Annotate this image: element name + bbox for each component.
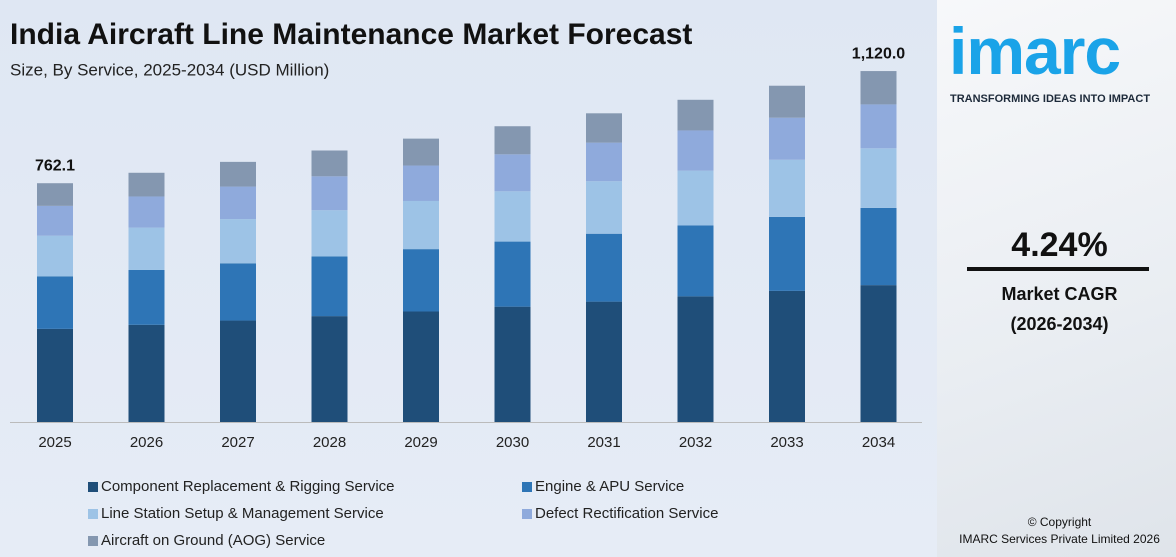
- x-tick-label: 2030: [496, 434, 529, 451]
- legend-label: Line Station Setup & Management Service: [101, 505, 384, 522]
- bar-segment: [403, 138, 439, 166]
- bar-segment: [860, 207, 897, 286]
- bar-segment: [403, 311, 439, 422]
- legend-label: Engine & APU Service: [535, 478, 684, 495]
- bar-segment: [860, 148, 897, 208]
- legend-swatch: [522, 482, 532, 492]
- bar-segment: [677, 296, 714, 422]
- legend-swatch: [522, 509, 532, 519]
- legend-label: Defect Rectification Service: [535, 505, 718, 522]
- bar-segment: [311, 210, 348, 257]
- cagr-value: 4.24%: [1011, 226, 1108, 264]
- bar-segment: [220, 320, 256, 422]
- bar-segment: [128, 172, 165, 197]
- total-label: 1,120.0: [852, 45, 905, 62]
- bar-segment: [220, 161, 256, 187]
- bar-segment: [494, 306, 531, 422]
- bar-segment: [677, 99, 714, 131]
- x-tick-label: 2029: [404, 434, 437, 451]
- bar-segment: [220, 263, 256, 321]
- bar-segment: [769, 85, 805, 118]
- total-label: 762.1: [35, 157, 75, 174]
- bar-segment: [586, 181, 622, 234]
- chart: India Aircraft Line Maintenance Market F…: [10, 18, 922, 549]
- bar-segment: [311, 150, 348, 177]
- x-tick-label: 2032: [679, 434, 712, 451]
- bar-segment: [37, 328, 73, 422]
- bar-segment: [860, 285, 897, 422]
- bar-segment: [494, 241, 531, 307]
- bar-segment: [586, 233, 622, 302]
- legend-label: Aircraft on Ground (AOG) Service: [101, 532, 325, 549]
- legend-swatch: [88, 482, 98, 492]
- bar-segment: [37, 235, 73, 277]
- bar-segment: [860, 104, 897, 149]
- cagr-label: Market CAGR: [1001, 284, 1118, 304]
- bar-segment: [311, 316, 348, 422]
- bar-segment: [769, 117, 805, 160]
- bar-segment: [220, 186, 256, 220]
- tagline: TRANSFORMING IDEAS INTO IMPACT: [950, 93, 1151, 105]
- bar-segment: [403, 249, 439, 312]
- bar-segment: [586, 301, 622, 422]
- x-tick-label: 2027: [221, 434, 254, 451]
- x-tick-label: 2025: [38, 434, 71, 451]
- bar-segment: [769, 216, 805, 291]
- bar-segment: [403, 200, 439, 250]
- logo: imarc: [949, 14, 1121, 88]
- bar-segment: [403, 165, 439, 201]
- bar-segment: [128, 324, 165, 422]
- bar-segment: [220, 219, 256, 264]
- bar-segment: [494, 191, 531, 242]
- bar-segment: [128, 269, 165, 325]
- cagr-period: (2026-2034): [1010, 314, 1109, 334]
- legend-label: Component Replacement & Rigging Service: [101, 478, 395, 495]
- x-tick-label: 2031: [587, 434, 620, 451]
- sidebar: imarc TRANSFORMING IDEAS INTO IMPACT 4.2…: [937, 0, 1176, 557]
- bar-segment: [677, 225, 714, 297]
- bar-segment: [677, 130, 714, 171]
- bar-segment: [311, 256, 348, 317]
- bar-segment: [494, 126, 531, 155]
- bar-segment: [37, 205, 73, 236]
- bar-segment: [37, 276, 73, 329]
- bar-segment: [677, 170, 714, 226]
- bar-segment: [128, 227, 165, 270]
- bar-segment: [860, 71, 897, 105]
- x-tick-label: 2026: [130, 434, 163, 451]
- chart-title: India Aircraft Line Maintenance Market F…: [10, 18, 692, 51]
- bar-segment: [128, 196, 165, 228]
- x-tick-label: 2033: [770, 434, 803, 451]
- bar-segment: [494, 154, 531, 192]
- copyright: © Copyright: [1027, 515, 1092, 529]
- bar-segment: [769, 290, 805, 422]
- legend-swatch: [88, 536, 98, 546]
- bar-segment: [311, 176, 348, 211]
- bar-segment: [586, 113, 622, 143]
- company: IMARC Services Private Limited 2026: [959, 532, 1160, 546]
- chart-subtitle: Size, By Service, 2025-2034 (USD Million…: [10, 60, 329, 79]
- x-tick-label: 2028: [313, 434, 346, 451]
- divider: [967, 267, 1149, 271]
- legend-swatch: [88, 509, 98, 519]
- x-tick-label: 2034: [862, 434, 895, 451]
- bar-segment: [37, 183, 73, 206]
- bar-segment: [586, 142, 622, 182]
- bar-segment: [769, 159, 805, 217]
